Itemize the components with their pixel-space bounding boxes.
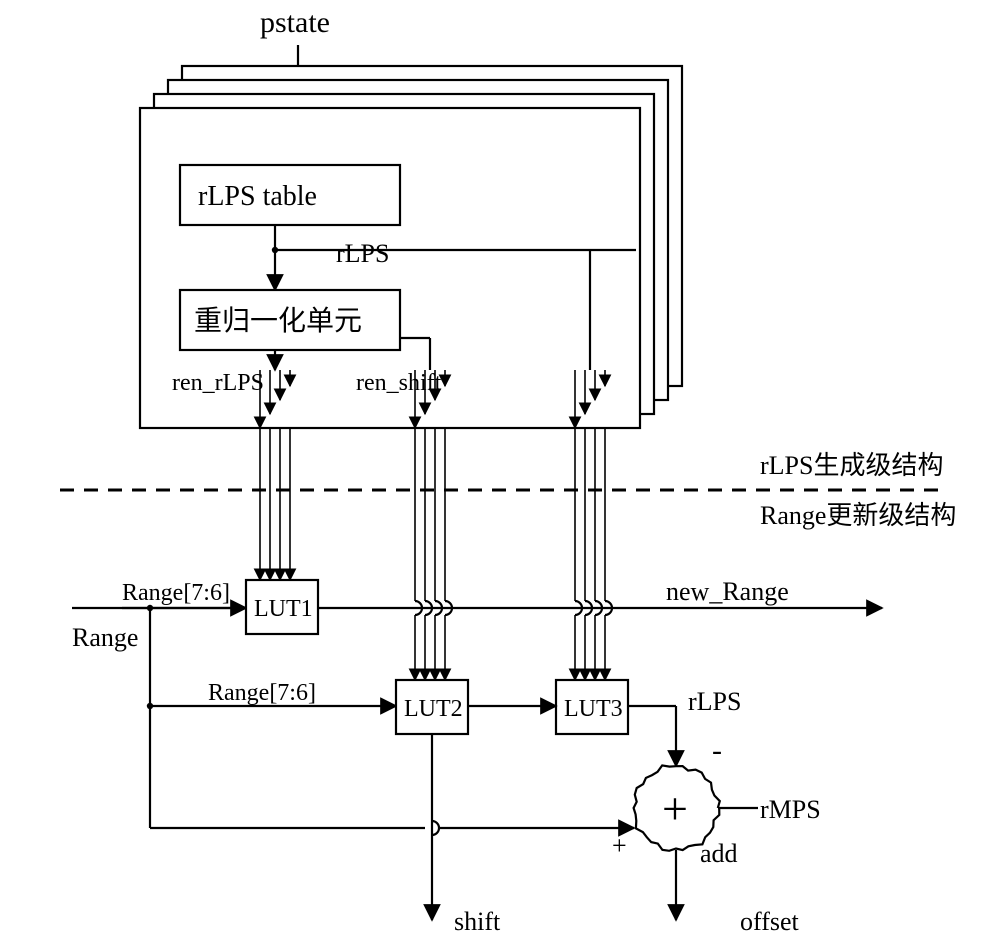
new-range-label: new_Range bbox=[666, 577, 789, 606]
junction-dot bbox=[272, 247, 278, 253]
junction-dot bbox=[147, 703, 153, 709]
renorm-label: 重归一化单元 bbox=[194, 305, 362, 337]
lut1-label: LUT1 bbox=[254, 596, 313, 622]
adder-plus: + bbox=[662, 783, 688, 834]
junction-dot bbox=[147, 605, 153, 611]
ren-rlps-label: ren_rLPS bbox=[172, 370, 264, 396]
section-lower-label: Range更新级结构 bbox=[760, 501, 956, 530]
ren-shift-label: ren_shift bbox=[356, 370, 442, 396]
range-label: Range bbox=[72, 623, 138, 652]
rmps-label: rMPS bbox=[760, 795, 821, 824]
range76-a-label: Range[7:6] bbox=[122, 580, 230, 606]
rlps-out-label: rLPS bbox=[688, 687, 741, 716]
range76-b-label: Range[7:6] bbox=[208, 680, 316, 706]
rlps-sig-label: rLPS bbox=[336, 239, 389, 268]
lut2-label: LUT2 bbox=[404, 696, 463, 722]
rlps-table-label: rLPS table bbox=[198, 181, 317, 212]
minus-label: - bbox=[712, 734, 722, 767]
offset-label: offset bbox=[740, 907, 800, 936]
adder-plus-in: + bbox=[612, 831, 627, 860]
add-label: add bbox=[700, 839, 738, 868]
shift-label: shift bbox=[454, 907, 501, 936]
pstate-label: pstate bbox=[260, 6, 330, 39]
lut3-label: LUT3 bbox=[564, 696, 623, 722]
section-upper-label: rLPS生成级结构 bbox=[760, 451, 943, 480]
